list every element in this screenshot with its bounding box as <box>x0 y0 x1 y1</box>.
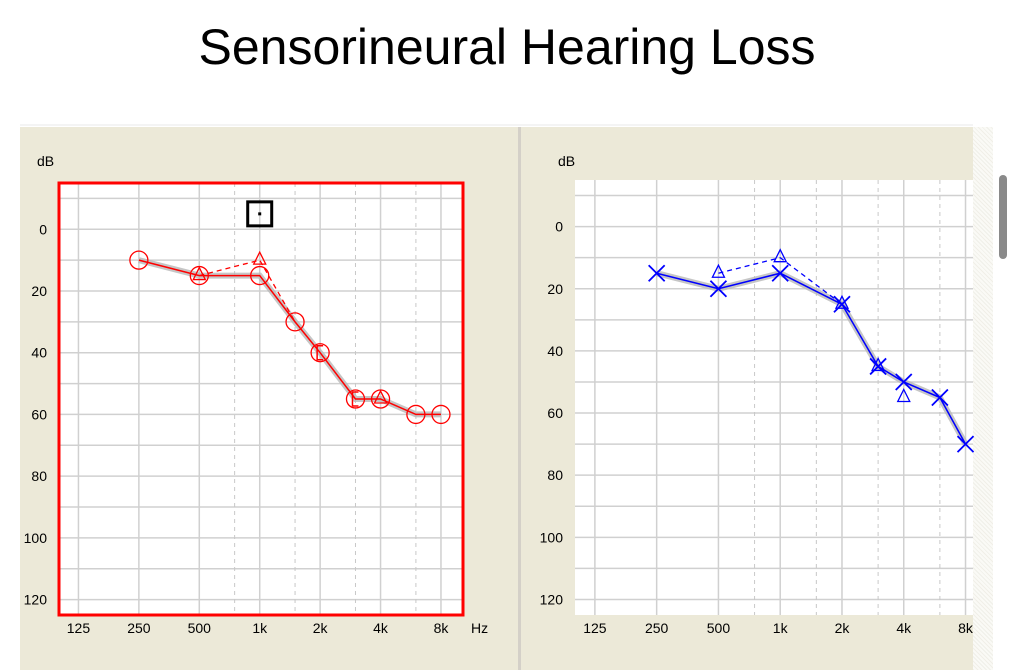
scrollbar-thumb[interactable] <box>999 175 1007 259</box>
x-tick-label: 2k <box>313 620 329 636</box>
y-tick-label: 40 <box>31 345 47 361</box>
bone-conduction-line <box>199 259 296 323</box>
x-tick-label: 4k <box>373 620 389 636</box>
triangle-marker <box>773 248 788 263</box>
x-marker <box>648 264 666 282</box>
x-tick-label: 125 <box>583 620 607 636</box>
x-tick-label: 250 <box>645 620 669 636</box>
air-conduction-line <box>138 259 441 416</box>
bracket-marker <box>351 391 359 407</box>
x-marker <box>771 264 789 282</box>
triangle-marker <box>252 250 267 265</box>
active-ear-frame <box>57 181 465 617</box>
cursor-dot <box>258 212 262 216</box>
plot-area <box>575 180 973 615</box>
right-audiogram: dB 0 20 40 60 80 100 120 125 250 500 1k 2k 4k 8k <box>540 153 975 636</box>
x-tick-label: 2k <box>835 620 851 636</box>
x-tick-label: 1k <box>252 620 268 636</box>
triangle-marker <box>871 356 886 372</box>
y-tick-label: 80 <box>31 468 47 484</box>
x-marker <box>956 435 975 453</box>
bracket-marker <box>316 344 324 361</box>
triangle-marker <box>192 266 207 281</box>
cursor-square-marker <box>246 200 274 228</box>
y-tick-label: 40 <box>547 343 563 359</box>
circle-marker <box>129 250 149 270</box>
y-tick-label: 100 <box>24 530 48 546</box>
y-tick-label: 60 <box>31 406 47 422</box>
x-tick-label: 8k <box>958 620 974 636</box>
x-marker <box>895 373 913 391</box>
y-tick-label: 20 <box>547 281 563 297</box>
y-tick-label: 120 <box>24 592 48 608</box>
triangle-marker <box>896 388 911 403</box>
y-tick-label: 60 <box>547 405 563 421</box>
y-tick-label: 120 <box>540 591 564 607</box>
circle-marker <box>310 343 330 363</box>
circle-marker <box>406 404 426 425</box>
x-tick-label: 4k <box>896 620 912 636</box>
left-audiogram: dB 0 20 40 60 80 100 120 125 250 500 1k 2k 4k 8k Hz <box>24 153 488 636</box>
y-axis-label: dB <box>37 153 54 169</box>
y-tick-label: 0 <box>39 221 47 237</box>
panel-edge <box>973 127 993 670</box>
x-tick-label: 500 <box>188 620 212 636</box>
circle-marker <box>285 312 305 332</box>
x-tick-label: 1k <box>773 620 789 636</box>
x-axis-label: Hz <box>471 620 488 636</box>
bone-conduction-line <box>718 256 843 305</box>
air-conduction-line <box>656 272 967 445</box>
y-tick-label: 0 <box>555 219 563 235</box>
x-marker <box>931 388 949 407</box>
top-border <box>20 124 973 126</box>
triangle-marker <box>711 263 726 278</box>
circle-marker <box>345 389 366 409</box>
triangle-marker <box>373 389 388 404</box>
triangle-marker <box>834 294 850 309</box>
x-tick-label: 8k <box>434 620 450 636</box>
circle-marker <box>250 265 270 286</box>
panel-divider[interactable] <box>518 127 521 670</box>
circle-marker <box>431 404 451 425</box>
x-marker <box>709 280 728 298</box>
y-tick-label: 80 <box>547 467 563 483</box>
x-marker <box>833 295 851 313</box>
plot-area <box>59 183 463 615</box>
y-axis-label: dB <box>558 153 575 169</box>
slide-title: Sensorineural Hearing Loss <box>198 19 816 75</box>
x-tick-label: 250 <box>127 620 151 636</box>
y-tick-label: 20 <box>31 283 47 299</box>
x-marker <box>869 357 887 376</box>
x-tick-label: 500 <box>707 620 731 636</box>
y-tick-label: 100 <box>540 529 564 545</box>
x-tick-label: 125 <box>67 620 91 636</box>
